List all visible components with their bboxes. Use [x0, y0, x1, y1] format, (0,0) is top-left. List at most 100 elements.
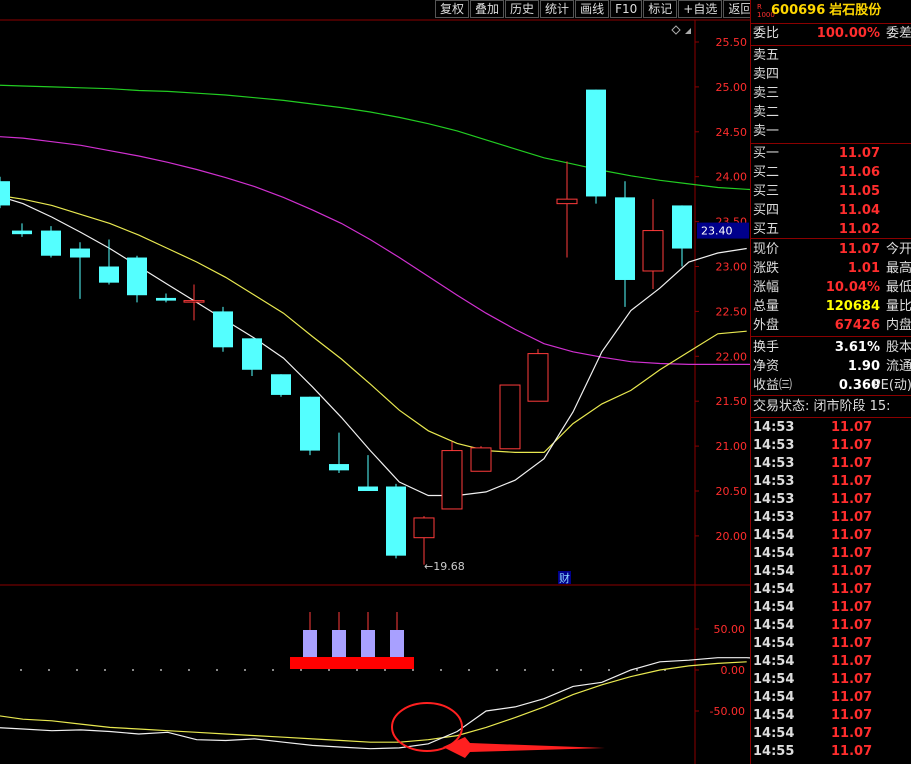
stat-row-value: 1.90: [847, 359, 880, 374]
stat-row: 涨幅 10.04% 最低: [753, 279, 911, 297]
buy-row: 买一 11.07: [753, 145, 911, 163]
zero-dot: [160, 669, 162, 671]
toolbar-button[interactable]: 叠加: [470, 0, 505, 18]
toolbar-button[interactable]: F10: [610, 0, 643, 18]
buy-row: 买四 11.04: [753, 202, 911, 220]
toolbar-button[interactable]: 复权: [435, 0, 470, 18]
zero-dot: [580, 669, 582, 671]
zero-dot: [244, 669, 246, 671]
toolbar-button[interactable]: 返回: [723, 0, 758, 18]
ind-tick-label: -50.00: [710, 705, 745, 718]
stat-row-label: 总量: [753, 299, 780, 314]
tick-row: 14:54 11.07: [753, 599, 911, 617]
candle-body: [271, 374, 291, 395]
stock-code: 600696: [771, 3, 826, 18]
price-tick-label: 25.50: [716, 36, 748, 49]
tick-time: 14:54: [753, 618, 795, 633]
candle-body: [470, 447, 492, 472]
candle-body: [41, 230, 61, 256]
zero-dot: [48, 669, 50, 671]
tick-row: 14:54 11.07: [753, 527, 911, 545]
current-price-box: [697, 222, 749, 239]
sell-row-label: 卖四: [753, 67, 780, 82]
price-tick-label: 20.50: [716, 485, 748, 498]
zero-dot: [384, 669, 386, 671]
tick-row: 14:53 11.07: [753, 437, 911, 455]
annotation-arrow: [443, 737, 605, 758]
zero-dot: [412, 669, 414, 671]
ma-line-white: [0, 195, 747, 497]
candle-body: [556, 198, 578, 205]
separator: [751, 395, 911, 396]
stat-row-value: 3.61%: [834, 340, 880, 355]
tick-row: 14:53 11.07: [753, 491, 911, 509]
ma-line-yellow: [0, 195, 747, 453]
stat-row-label: 外盘: [753, 318, 780, 333]
signal-bar-purple: [390, 630, 404, 657]
tick-time: 14:53: [753, 438, 795, 453]
kline-chart[interactable]: 25.5025.0024.5024.0023.5023.0022.5022.00…: [0, 0, 750, 764]
indicator-line-yellow: [0, 661, 747, 743]
price-tick-label: 23.00: [716, 261, 748, 274]
sell-row-label: 卖一: [753, 124, 780, 139]
zero-dot: [132, 669, 134, 671]
buy-row-label: 买一: [753, 146, 780, 161]
ma-line-green: [0, 84, 750, 191]
zero-dot: [552, 669, 554, 671]
stat-row-value: 67426: [834, 318, 880, 333]
stat-row-label: 净资: [753, 359, 780, 374]
ind-tick-label: 50.00: [714, 623, 746, 636]
tick-time: 14:53: [753, 492, 795, 507]
sell-row: 卖一: [753, 123, 911, 141]
separator: [751, 45, 911, 46]
toolbar-button[interactable]: +自选: [678, 0, 723, 18]
quote-panel: R 1000 600696 岩石股份 委比 100.00% 委差 卖五卖四卖三卖二卖…: [750, 0, 911, 764]
zero-dot: [356, 669, 358, 671]
weibi-row: 委比 100.00% 委差: [753, 25, 911, 43]
tick-price: 11.07: [831, 744, 873, 759]
sell-row-label: 卖三: [753, 86, 780, 101]
stat-row-unit: 流通: [885, 359, 911, 374]
tick-price: 11.07: [831, 582, 873, 597]
tick-time: 14:53: [753, 420, 795, 435]
toolbar-button[interactable]: 标记: [643, 0, 678, 18]
signal-bar-purple: [303, 630, 317, 657]
candle-body: [358, 486, 378, 491]
stock-header: R 1000 600696 岩石股份: [753, 2, 911, 20]
buy-row-value: 11.06: [838, 165, 880, 180]
tick-price: 11.07: [831, 600, 873, 615]
sell-row-label: 卖二: [753, 105, 780, 120]
tick-row: 14:54 11.07: [753, 725, 911, 743]
low-marker: ←19.68: [424, 560, 465, 573]
tick-price: 11.07: [831, 690, 873, 705]
candle-body: [300, 396, 320, 451]
tick-price: 11.07: [831, 708, 873, 723]
tick-price: 11.07: [831, 456, 873, 471]
stat-row: 净资 1.90 流通: [753, 358, 911, 376]
sell-row-label: 卖五: [753, 48, 780, 63]
stat-row-unit: PE(动): [872, 378, 911, 393]
zero-dot: [664, 669, 666, 671]
tick-price: 11.07: [831, 438, 873, 453]
separator: [751, 336, 911, 337]
zero-dot: [328, 669, 330, 671]
toolbar-button[interactable]: 统计: [540, 0, 575, 18]
candle-body: [156, 297, 176, 301]
tick-time: 14:54: [753, 546, 795, 561]
tick-price: 11.07: [831, 726, 873, 741]
toolbar-button[interactable]: 画线: [575, 0, 610, 18]
candle-body: [672, 205, 692, 249]
tick-row: 14:54 11.07: [753, 563, 911, 581]
candle-body: [441, 450, 463, 510]
stat-row-label: 收益㈢: [753, 378, 793, 393]
stat-row: 总量 120684 量比: [753, 298, 911, 316]
toolbar-button[interactable]: 历史: [505, 0, 540, 18]
stat-row-label: 换手: [753, 340, 780, 355]
buy-row-value: 11.07: [838, 146, 880, 161]
candle-body: [127, 257, 147, 296]
tick-time: 14:54: [753, 708, 795, 723]
tick-row: 14:53 11.07: [753, 473, 911, 491]
sell-row: 卖五: [753, 47, 911, 65]
price-tick-label: 24.50: [716, 126, 748, 139]
r-badge: R 1000: [757, 3, 775, 19]
